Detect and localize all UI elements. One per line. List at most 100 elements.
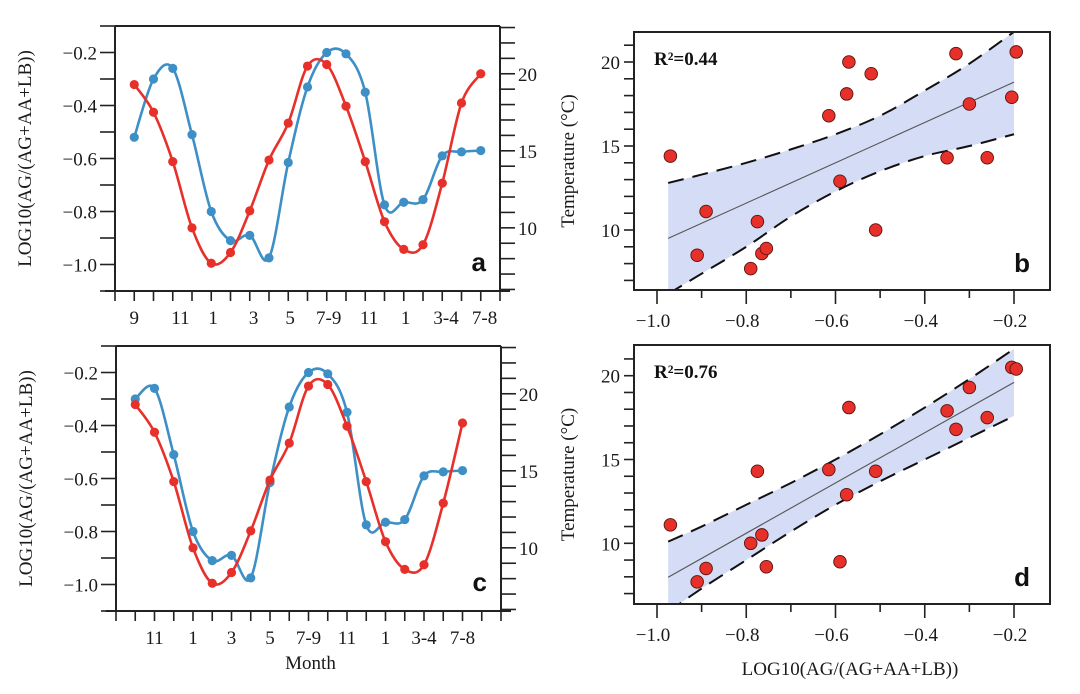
x-axis-title: LOG10(AG/(AG+AA+LB)) — [742, 659, 959, 680]
temperature-point — [379, 217, 390, 227]
x-tick-label: −0.6 — [814, 625, 848, 646]
left-y-tick-label: −0.8 — [64, 523, 98, 544]
log-ratio-point — [149, 383, 160, 393]
x-tick-label: 1 — [188, 628, 198, 649]
x-tick-label: −0.6 — [814, 311, 848, 332]
log-ratio-point — [456, 147, 467, 157]
temperature-point — [129, 79, 139, 90]
right-y-tick-label: 20 — [518, 65, 537, 86]
x-tick-label: 5 — [265, 628, 275, 649]
data-point — [690, 248, 704, 262]
temperature-point — [206, 258, 216, 268]
temperature-point — [283, 118, 293, 128]
x-tick-label: 11 — [145, 628, 163, 649]
left-axis-title: LOG10(AG/(AG+AA+LB)) — [15, 50, 36, 267]
x-tick-label: 7-8 — [450, 628, 475, 649]
x-tick-label: −0.2 — [993, 625, 1027, 646]
left-y-tick-label: −0.6 — [63, 150, 97, 171]
data-point — [949, 422, 963, 437]
log-ratio-point — [322, 47, 332, 58]
data-point — [743, 536, 758, 551]
temperature-point — [284, 438, 294, 448]
data-point — [755, 528, 769, 542]
data-point — [980, 410, 994, 425]
log-ratio-point — [283, 157, 293, 168]
log-ratio-point — [361, 520, 371, 530]
left-y-tick-label: −0.6 — [64, 470, 98, 491]
right-y-tick-label: 20 — [519, 385, 538, 406]
data-point — [839, 87, 854, 101]
log-ratio-point — [360, 87, 370, 97]
temperature-line — [134, 377, 464, 586]
temperature-point — [418, 240, 428, 250]
temperature-point — [457, 418, 468, 428]
temperature-point — [323, 379, 333, 390]
log-ratio-point — [129, 132, 139, 142]
log-ratio-point — [284, 402, 294, 412]
x-tick-label: 1 — [401, 308, 411, 329]
panel-b-scatter: 10 15 20 −1.0 −0.8 −0.6 −0.4 −0.2 Temperature (°… — [558, 31, 1051, 332]
right-y-tick-label: 10 — [519, 539, 538, 560]
x-tick-label: 11 — [360, 308, 378, 329]
temperature-point — [265, 475, 275, 485]
y-tick-label: 20 — [601, 53, 620, 74]
x-tick-label: −0.8 — [725, 311, 759, 332]
x-tick-label: −0.2 — [993, 311, 1027, 332]
temperature-point — [246, 526, 256, 536]
x-tick-label: 3-4 — [433, 308, 459, 329]
data-point — [842, 400, 856, 415]
right-y-tick-label: 15 — [519, 462, 538, 483]
log-ratio-point — [379, 200, 390, 210]
log-ratio-point — [457, 465, 468, 476]
log-ratio-point — [400, 514, 410, 525]
regression-line — [667, 81, 1015, 239]
log-ratio-point — [418, 194, 428, 205]
temperature-point — [476, 69, 486, 79]
data-point — [1009, 45, 1023, 59]
right-y-tick-label: 10 — [518, 219, 537, 240]
lower-confidence-line — [677, 415, 1015, 604]
x-tick-label: 3-4 — [411, 628, 437, 649]
x-tick-label: −0.8 — [725, 625, 759, 646]
log-ratio-point — [342, 407, 352, 417]
regression-line — [667, 381, 1015, 578]
temperature-point — [168, 156, 178, 167]
plot-area — [663, 348, 1023, 604]
log-ratio-point — [168, 63, 178, 73]
data-point — [868, 223, 883, 237]
temperature-point — [245, 206, 255, 216]
left-y-tick-label: −0.2 — [63, 44, 97, 65]
log-ratio-point — [302, 82, 313, 92]
temperature-point — [225, 247, 236, 258]
right-y-tick-label: 15 — [518, 142, 537, 163]
data-point — [864, 67, 878, 81]
temperature-point — [360, 156, 370, 167]
log-ratio-point — [207, 556, 217, 566]
lower-confidence-line — [672, 133, 1015, 290]
data-point — [1005, 90, 1019, 105]
log-ratio-point — [246, 573, 256, 583]
log-ratio-point — [148, 74, 159, 84]
left-y-tick-label: −0.4 — [64, 417, 99, 438]
data-point — [663, 149, 678, 163]
data-point — [750, 464, 765, 478]
log-ratio-point — [437, 151, 447, 161]
data-point — [750, 214, 765, 229]
temperature-point — [342, 421, 352, 431]
temperature-point — [302, 61, 313, 71]
x-tick-label: 7-8 — [472, 308, 497, 329]
x-tick-label: 11 — [171, 308, 189, 329]
confidence-band — [668, 32, 1014, 290]
panel-label: d — [1014, 562, 1030, 592]
plot-area — [663, 32, 1023, 290]
log-ratio-point — [169, 450, 179, 460]
temperature-point — [187, 223, 197, 233]
x-tick-label: 11 — [338, 628, 356, 649]
x-tick-label: 7-9 — [296, 628, 321, 649]
y-tick-label: 20 — [601, 367, 620, 388]
log-ratio-point — [323, 369, 333, 379]
left-y-tick-label: −0.4 — [63, 97, 98, 118]
data-point — [690, 575, 704, 589]
